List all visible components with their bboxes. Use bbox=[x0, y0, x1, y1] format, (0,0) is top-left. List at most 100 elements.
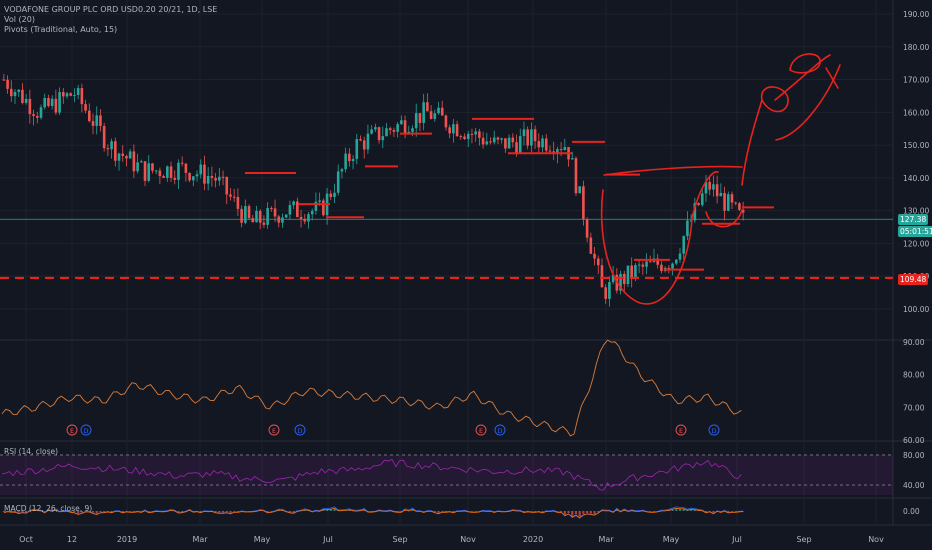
macd-histogram-bar bbox=[422, 511, 425, 512]
macd-histogram-bar bbox=[563, 511, 566, 515]
macd-histogram-bar bbox=[585, 511, 589, 514]
candle bbox=[173, 177, 177, 180]
countdown-badge: 05:01:51 bbox=[898, 226, 932, 237]
macd-tick-label: 0.00 bbox=[903, 507, 920, 516]
vol-label[interactable]: Vol (20) bbox=[4, 15, 35, 24]
candle bbox=[39, 107, 43, 118]
candle bbox=[35, 115, 39, 118]
candle bbox=[734, 202, 738, 204]
candle bbox=[351, 159, 355, 162]
candle bbox=[634, 265, 637, 278]
candle bbox=[622, 273, 626, 285]
candle bbox=[574, 158, 578, 194]
candle bbox=[544, 138, 548, 151]
candle bbox=[641, 264, 645, 267]
candle bbox=[682, 236, 686, 254]
pivots-label[interactable]: Pivots (Traditional, Auto, 15) bbox=[4, 25, 118, 34]
candle bbox=[481, 137, 485, 145]
rsi-tick-label: 40.00 bbox=[903, 481, 925, 490]
macd-histogram-bar bbox=[181, 511, 184, 512]
candle bbox=[578, 186, 581, 194]
candle bbox=[214, 177, 217, 181]
event-label: E bbox=[679, 427, 683, 435]
candle bbox=[726, 194, 730, 211]
candle bbox=[429, 111, 433, 119]
macd-histogram-bar bbox=[493, 511, 496, 512]
candle bbox=[433, 113, 437, 119]
candle bbox=[719, 192, 723, 197]
vol-tick-label: 70.00 bbox=[903, 403, 925, 412]
dividend-marker bbox=[708, 424, 720, 436]
candle bbox=[281, 217, 284, 223]
price-pane[interactable] bbox=[0, 74, 893, 307]
macd-histogram-bar bbox=[229, 511, 232, 513]
macd-histogram-bar bbox=[99, 511, 102, 513]
candle bbox=[656, 258, 659, 265]
price-tick-label: 160.00 bbox=[903, 108, 929, 117]
freehand-drawing bbox=[603, 165, 743, 176]
candle bbox=[195, 174, 199, 177]
candle bbox=[166, 166, 169, 178]
candle bbox=[288, 205, 292, 215]
symbol-title[interactable]: VODAFONE GROUP PLC ORD USD0.20 20/21, 1D… bbox=[4, 5, 218, 14]
candle bbox=[645, 261, 648, 267]
candle bbox=[418, 113, 422, 123]
candle bbox=[322, 200, 325, 216]
macd-histogram-bar bbox=[433, 511, 436, 513]
price-tick-label: 170.00 bbox=[903, 76, 929, 85]
candle bbox=[637, 264, 641, 266]
candle bbox=[333, 192, 336, 198]
candle bbox=[444, 115, 448, 128]
candle bbox=[403, 120, 407, 134]
candle bbox=[426, 102, 429, 112]
candle bbox=[396, 124, 399, 132]
candle bbox=[630, 265, 633, 278]
candle bbox=[700, 193, 704, 205]
candle bbox=[712, 184, 715, 190]
earnings-marker bbox=[675, 424, 687, 436]
macd-histogram-bar bbox=[214, 511, 217, 513]
candle bbox=[192, 176, 195, 181]
candle bbox=[559, 149, 563, 151]
candle bbox=[440, 107, 444, 116]
candle bbox=[299, 217, 303, 220]
candle bbox=[50, 98, 54, 107]
candle bbox=[158, 170, 162, 177]
candle bbox=[73, 94, 76, 96]
candle bbox=[511, 137, 515, 143]
event-label: E bbox=[272, 427, 276, 435]
event-label: D bbox=[297, 427, 302, 435]
rsi-line bbox=[1, 459, 742, 491]
candle bbox=[218, 176, 221, 181]
candle bbox=[459, 136, 463, 138]
macd-histogram-bar bbox=[690, 508, 693, 511]
drawings[interactable] bbox=[0, 53, 893, 305]
candle bbox=[2, 79, 6, 81]
macd-histogram-bar bbox=[322, 509, 325, 511]
x-tick-label: Nov bbox=[868, 535, 884, 544]
macd-histogram-bar bbox=[225, 511, 228, 513]
vol-tick-label: 90.00 bbox=[903, 338, 925, 347]
macd-pane[interactable] bbox=[2, 506, 745, 519]
price-badge: 127.38 bbox=[898, 214, 929, 225]
candle bbox=[240, 208, 243, 223]
candle bbox=[251, 218, 255, 223]
macd-histogram-bar bbox=[292, 511, 295, 513]
candle bbox=[526, 129, 529, 146]
macd-histogram-bar bbox=[582, 511, 585, 514]
x-tick-label: 2019 bbox=[117, 535, 137, 544]
rsi-label[interactable]: RSI (14, close) bbox=[4, 447, 59, 456]
candle bbox=[667, 267, 671, 269]
candle bbox=[13, 91, 17, 97]
candle bbox=[548, 150, 552, 152]
candle bbox=[310, 210, 314, 215]
earnings-marker bbox=[268, 424, 280, 436]
candle bbox=[132, 151, 136, 172]
candle bbox=[697, 203, 700, 205]
event-label: E bbox=[479, 427, 483, 435]
candle bbox=[110, 141, 113, 150]
rsi-pane[interactable] bbox=[0, 454, 893, 495]
macd-label[interactable]: MACD (12, 26, close, 9) bbox=[4, 504, 93, 513]
macd-histogram-bar bbox=[727, 511, 730, 513]
